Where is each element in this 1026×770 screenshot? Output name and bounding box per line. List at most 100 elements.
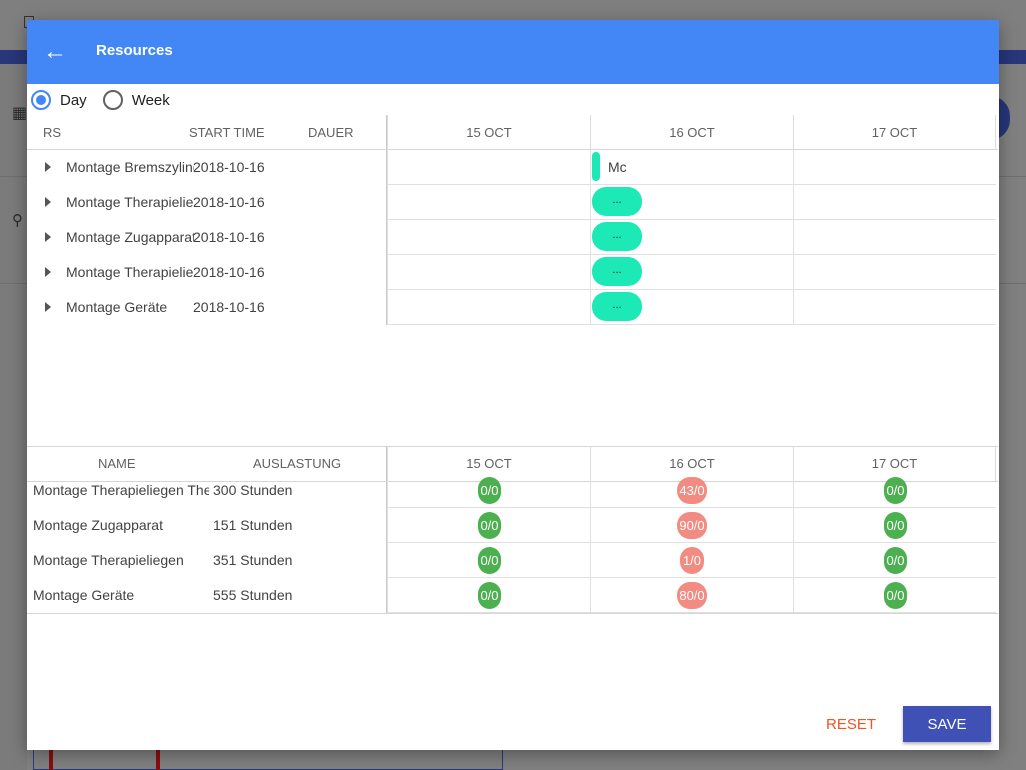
- header-auslastung[interactable]: AUSLASTUNG: [253, 456, 342, 471]
- date-header-17-oct: 17 OCT: [793, 115, 996, 150]
- timeline-cell[interactable]: [387, 290, 590, 325]
- header-start-time[interactable]: START TIME: [189, 125, 265, 140]
- load-badge: 0/0: [884, 582, 907, 609]
- resources-header-divider: [27, 481, 998, 482]
- timeline-cell[interactable]: [793, 255, 996, 290]
- reset-button[interactable]: RESET: [825, 715, 876, 733]
- task-row[interactable]: Montage Geräte 2018-10-16: [27, 290, 387, 325]
- timeline-cell[interactable]: [387, 220, 590, 255]
- load-badge: 0/0: [884, 547, 907, 574]
- task-row[interactable]: Montage Therapieliegen 2018-10-16: [27, 255, 387, 290]
- timeline-cell[interactable]: [387, 185, 590, 220]
- load-badge: 0/0: [478, 512, 501, 539]
- back-arrow-icon[interactable]: ←: [43, 38, 67, 65]
- load-badge: 0/0: [884, 512, 907, 539]
- tasks-grid-left: RS START TIME DAUER Montage Bremszylinde…: [27, 115, 387, 325]
- date-header-16-oct: 16 OCT: [590, 115, 793, 150]
- task-row[interactable]: Montage Zugapparat 2018-10-16: [27, 220, 387, 255]
- load-cell: 80/0: [590, 578, 793, 613]
- resource-name: Montage Zugapparat: [33, 517, 163, 533]
- task-row[interactable]: Montage Bremszylinder 2018-10-16: [27, 150, 387, 185]
- load-badge: 0/0: [478, 547, 501, 574]
- radio-week-label: Week: [131, 91, 170, 109]
- load-cell: 0/0: [387, 508, 590, 543]
- resources-dialog: ← Resources Day Week RS START TIME DAUER…: [27, 20, 999, 750]
- load-cell: 0/0: [387, 578, 590, 613]
- resources-grid-timeline: 15 OCT 16 OCT 17 OCT 0/0 43/0 0/0 0/0 90…: [387, 446, 998, 613]
- resource-row[interactable]: Montage Zugapparat 151 Stunden: [27, 508, 387, 543]
- radio-week-indicator[interactable]: [102, 90, 123, 110]
- timeline-cell[interactable]: ...: [590, 290, 793, 325]
- resource-load: 300 Stunden: [213, 482, 293, 498]
- radio-day-label: Day: [60, 91, 87, 109]
- expand-arrow-icon[interactable]: [45, 162, 51, 172]
- load-cell: 0/0: [387, 543, 590, 578]
- dialog-header: ← Resources: [27, 20, 999, 84]
- timeline-cell[interactable]: [793, 220, 996, 255]
- resources-grid-left: NAME AUSLASTUNG Montage Therapieliegen T…: [27, 446, 387, 613]
- load-cell: 43/0: [590, 477, 793, 508]
- tasks-header-divider: [27, 149, 998, 150]
- resource-row[interactable]: Montage Therapieliegen Therapie 300 Stun…: [27, 473, 387, 508]
- task-bar[interactable]: ...: [592, 292, 642, 321]
- timeline-cell[interactable]: [387, 255, 590, 290]
- timeline-cell[interactable]: [793, 290, 996, 325]
- load-badge: 43/0: [677, 477, 707, 504]
- background-red-marker: [156, 750, 160, 770]
- save-button[interactable]: SAVE: [903, 706, 991, 742]
- task-bar-label: Mc: [608, 159, 627, 175]
- dialog-title: Resources: [96, 42, 173, 59]
- load-cell: 0/0: [793, 578, 996, 613]
- header-name[interactable]: NAME: [98, 456, 136, 471]
- task-start: 2018-10-16: [193, 299, 265, 315]
- task-start: 2018-10-16: [193, 159, 265, 175]
- date-header-16-oct: 16 OCT: [590, 446, 793, 481]
- task-start: 2018-10-16: [193, 264, 265, 280]
- task-name: Montage Bremszylinder: [66, 159, 194, 175]
- date-header-15-oct: 15 OCT: [387, 446, 590, 481]
- load-badge: 1/0: [680, 547, 704, 574]
- load-cell: 0/0: [793, 543, 996, 578]
- task-name: Montage Therapieliegen: [66, 194, 194, 210]
- expand-arrow-icon[interactable]: [45, 267, 51, 277]
- expand-arrow-icon[interactable]: [45, 197, 51, 207]
- task-row[interactable]: Montage Therapieliegen 2018-10-16: [27, 185, 387, 220]
- timeline-cell[interactable]: ...: [590, 185, 793, 220]
- load-badge: 80/0: [677, 582, 707, 609]
- task-bar[interactable]: [592, 152, 600, 181]
- resource-row[interactable]: Montage Geräte 555 Stunden: [27, 578, 387, 613]
- timeline-cell[interactable]: [793, 150, 996, 185]
- task-name: Montage Zugapparat: [66, 229, 194, 245]
- resource-load: 351 Stunden: [213, 552, 293, 568]
- timeline-cell[interactable]: Mc: [590, 150, 793, 185]
- radio-day[interactable]: Day: [31, 90, 87, 110]
- load-cell: 0/0: [793, 508, 996, 543]
- load-badge: 0/0: [478, 582, 501, 609]
- resource-name: Montage Therapieliegen: [33, 552, 184, 568]
- resource-load: 555 Stunden: [213, 587, 293, 603]
- load-badge: 90/0: [677, 512, 707, 539]
- task-start: 2018-10-16: [193, 194, 265, 210]
- resource-name: Montage Geräte: [33, 587, 135, 603]
- timeline-cell[interactable]: [793, 185, 996, 220]
- radio-day-indicator[interactable]: [31, 90, 51, 110]
- expand-arrow-icon[interactable]: [45, 302, 51, 312]
- radio-week[interactable]: Week: [102, 90, 170, 110]
- task-bar[interactable]: ...: [592, 257, 642, 286]
- expand-arrow-icon[interactable]: [45, 232, 51, 242]
- timeline-cell[interactable]: ...: [590, 255, 793, 290]
- resource-row[interactable]: Montage Therapieliegen 351 Stunden: [27, 543, 387, 578]
- task-bar[interactable]: ...: [592, 222, 642, 251]
- resource-name: Montage Therapieliegen Therapie: [33, 482, 209, 498]
- timeline-cell[interactable]: [387, 150, 590, 185]
- load-cell: 90/0: [590, 508, 793, 543]
- header-dauer[interactable]: DAUER: [308, 125, 354, 140]
- task-bar[interactable]: ...: [592, 187, 642, 216]
- resources-bottom-divider: [27, 613, 998, 614]
- date-header-15-oct: 15 OCT: [387, 115, 590, 150]
- resources-top-divider: [27, 446, 998, 447]
- timeline-cell[interactable]: ...: [590, 220, 793, 255]
- header-rs[interactable]: RS: [43, 125, 62, 140]
- tasks-grid-timeline: 15 OCT 16 OCT 17 OCT Mc ... ... ... ...: [387, 115, 998, 325]
- background-left-edge: [0, 64, 27, 770]
